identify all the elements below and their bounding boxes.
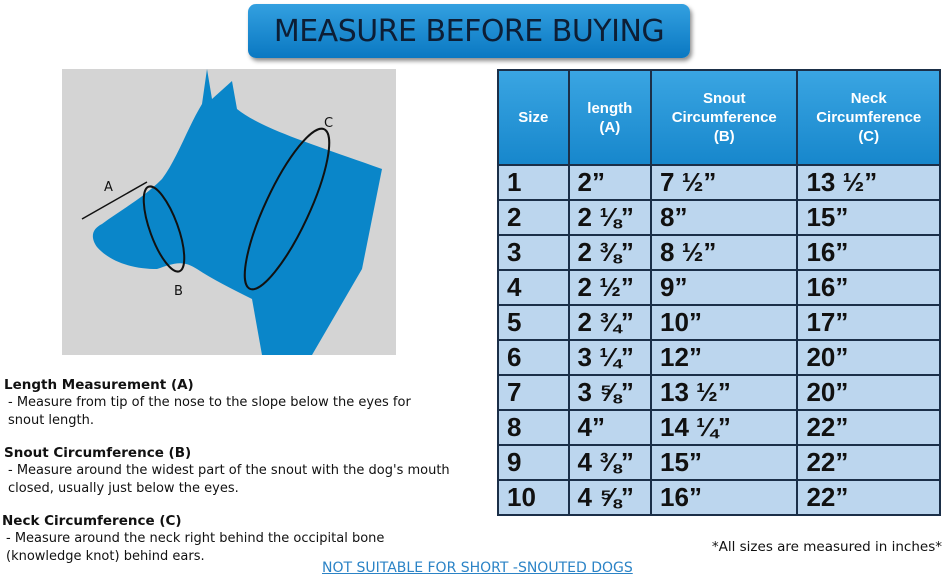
table-cell: 3 [497,234,570,271]
table-cell: 10” [650,304,799,341]
header-line: (A) [599,118,621,136]
dog-silhouette [92,69,382,355]
table-cell: 2 ½” [567,269,653,306]
table-cell: 17” [796,304,941,341]
header-line: Snout [703,90,746,107]
label-c: C [324,116,333,131]
instruction-neck: Neck Circumference (C) - Measure around … [2,512,482,566]
instruction-text: - Measure around the widest part of the … [8,463,450,496]
label-b: B [174,284,183,299]
instruction-snout: Snout Circumference (B) - Measure around… [4,444,484,498]
table-cell: 13 ½” [796,164,941,201]
table-cell: 2” [567,164,653,201]
table-cell: 7 [497,374,570,411]
table-cell: 4 [497,269,570,306]
table-cell: 8” [650,199,799,236]
table-cell: 12” [650,339,799,376]
instruction-text: - Measure around the neck right behind t… [6,531,385,564]
column-header: length (A) [567,69,653,166]
table-cell: 4” [567,409,653,446]
short-snout-warning-link[interactable]: NOT SUITABLE FOR SHORT -SNOUTED DOGS [322,560,633,576]
snout-loop-b [142,185,186,273]
table-row: 8 4” 14 ¼” 22” [497,409,941,446]
table-cell: 5 [497,304,570,341]
table-cell: 4 ⅜” [567,444,653,481]
label-a: A [104,180,113,195]
table-cell: 22” [796,444,941,481]
header-line: Circumference [816,109,922,126]
header-line: length [587,99,633,117]
table-cell: 16” [650,479,799,516]
table-cell: 3 ¼” [567,339,653,376]
header-line: (B) [713,128,735,145]
instruction-length: Length Measurement (A) - Measure from ti… [4,376,484,430]
length-arrow-a [81,181,148,220]
header-line: Size [518,109,549,126]
column-header: Neck Circumference (C) [796,69,941,166]
neck-loop-c [243,127,331,291]
table-cell: 15” [796,199,941,236]
table-row: 10 4 ⅝” 16” 22” [497,479,941,516]
table-cell: 13 ½” [650,374,799,411]
table-cell: 20” [796,339,941,376]
header-line: Circumference [671,109,777,126]
column-header: Size [497,69,570,166]
table-cell: 16” [796,269,941,306]
table-cell: 2 [497,199,570,236]
column-header: Snout Circumference (B) [650,69,799,166]
table-cell: 14 ¼” [650,409,799,446]
table-cell: 2 ¾” [567,304,653,341]
table-cell: 10 [497,479,570,516]
table-cell: 16” [796,234,941,271]
table-cell: 15” [650,444,799,481]
table-cell: 9 [497,444,570,481]
units-note: *All sizes are measured in inches* [711,539,942,555]
instruction-heading: Neck Circumference (C) [2,513,182,529]
table-cell: 8 [497,409,570,446]
table-cell: 3 ⅝” [567,374,653,411]
table-cell: 2 ⅛” [567,199,653,236]
table-cell: 22” [796,479,941,516]
table-row: 1 2” 7 ½” 13 ½” [497,164,941,201]
table-cell: 22” [796,409,941,446]
table-cell: 7 ½” [650,164,799,201]
size-chart-table: Size length (A) Snout Circumference (B) Neck Ci… [497,69,941,516]
table-cell: 1 [497,164,570,201]
table-cell: 2 ⅜” [567,234,653,271]
instruction-heading: Length Measurement (A) [4,377,194,393]
dog-measurement-illustration: A B C [62,69,396,355]
header-line: (C) [858,128,880,145]
instruction-heading: Snout Circumference (B) [4,445,192,461]
table-cell: 6 [497,339,570,376]
title-banner: MEASURE BEFORE BUYING [248,4,690,58]
table-cell: 4 ⅝” [567,479,653,516]
table-cell: 20” [796,374,941,411]
table-cell: 8 ½” [650,234,799,271]
instruction-text: - Measure from tip of the nose to the sl… [8,395,411,428]
table-cell: 9” [650,269,799,306]
header-line: Neck [850,90,887,107]
